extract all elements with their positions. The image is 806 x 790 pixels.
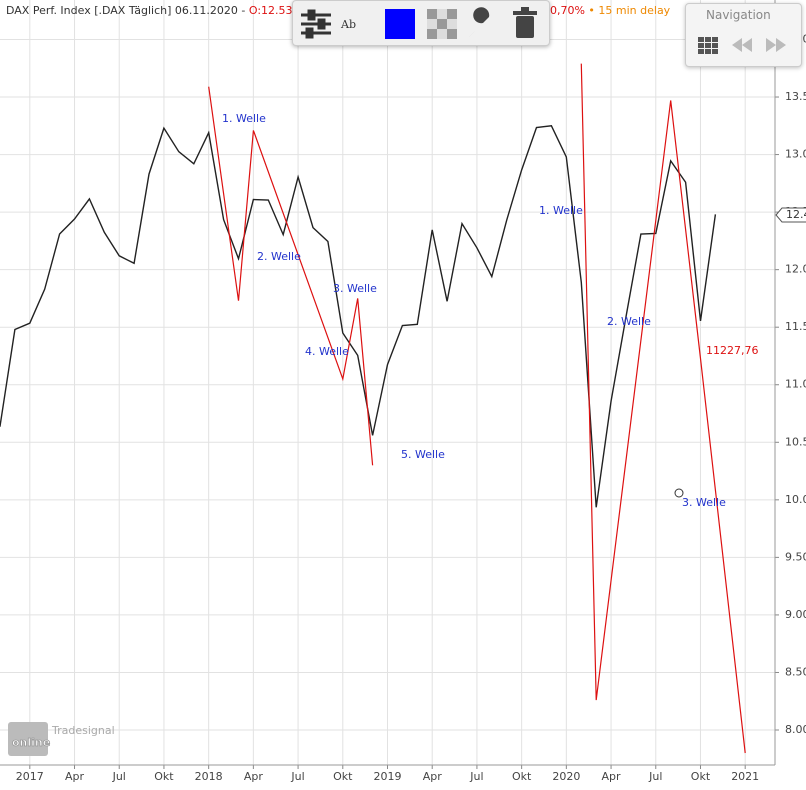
x-tick-label: 2018 xyxy=(195,770,223,783)
annotation: 3. Welle xyxy=(333,282,377,295)
grid-button[interactable] xyxy=(698,37,718,54)
change: -0,70% xyxy=(546,4,585,17)
annotation: 3. Welle xyxy=(682,496,726,509)
x-tick-label: Jul xyxy=(648,770,662,783)
x-tick-label: Apr xyxy=(244,770,264,783)
y-tick-label: 8.000 xyxy=(785,723,806,736)
y-tick-label: 10.000 xyxy=(785,493,806,506)
annotation: 4. Welle xyxy=(305,345,349,358)
annotation: 2. Welle xyxy=(257,250,301,263)
y-tick-label: 9.500 xyxy=(785,550,806,563)
forward-button[interactable] xyxy=(766,38,786,52)
x-tick-label: Okt xyxy=(333,770,353,783)
tools-button[interactable] xyxy=(469,7,490,37)
x-tick-label: Okt xyxy=(691,770,711,783)
y-tick-label: 8.500 xyxy=(785,665,806,678)
annotation: 2. Welle xyxy=(607,315,651,328)
x-tick-label: Jul xyxy=(469,770,483,783)
wave-line xyxy=(208,86,374,466)
annotation: 1. Welle xyxy=(539,204,583,217)
open-price: O:12.531, xyxy=(248,4,304,17)
x-tick-label: 2017 xyxy=(16,770,44,783)
pattern-button[interactable] xyxy=(427,9,457,39)
last-price-label: 12.4 xyxy=(786,208,806,221)
anchor-circle xyxy=(674,488,684,498)
last-price-box xyxy=(775,207,806,223)
annotation: 5. Welle xyxy=(401,448,445,461)
x-tick-label: Jul xyxy=(112,770,126,783)
price-label: 11227,76 xyxy=(706,344,759,357)
x-tick-label: Okt xyxy=(512,770,532,783)
y-tick-label: 13.500 xyxy=(785,90,806,103)
price-line xyxy=(0,125,717,508)
x-tick-label: 2020 xyxy=(552,770,580,783)
delay: • 15 min delay xyxy=(584,4,671,17)
text-tool-button[interactable]: Ab xyxy=(340,18,356,31)
navigation-panel: Navigation xyxy=(685,3,802,67)
y-tick-label: 10.500 xyxy=(785,435,806,448)
toolbar: Ab xyxy=(292,0,550,46)
y-tick-label: 12.000 xyxy=(785,263,806,276)
y-tick-label: 11.500 xyxy=(785,320,806,333)
y-tick-label: 13.000 xyxy=(785,148,806,161)
x-tick-label: Okt xyxy=(154,770,174,783)
x-tick-label: Apr xyxy=(65,770,85,783)
watermark: Tradesignal online xyxy=(8,722,115,756)
header-right: -0,70% • 15 min delay xyxy=(546,4,670,17)
header: DAX Perf. Index [.DAX Täglich] 06.11.202… xyxy=(6,4,303,17)
wave-line xyxy=(580,63,746,754)
toolbar-icons: Ab xyxy=(301,7,537,39)
annotation: 1. Welle xyxy=(222,112,266,125)
delete-button[interactable] xyxy=(513,7,537,38)
x-tick-label: Apr xyxy=(423,770,443,783)
settings-button[interactable] xyxy=(301,9,331,39)
watermark-name: online xyxy=(12,736,50,749)
instrument: DAX Perf. Index [.DAX Täglich] 06.11.202… xyxy=(6,4,249,17)
navigation-title: Navigation xyxy=(706,8,771,22)
x-tick-label: Apr xyxy=(602,770,622,783)
y-tick-label: 11.000 xyxy=(785,378,806,391)
y-tick-label: 9.000 xyxy=(785,608,806,621)
x-tick-label: Jul xyxy=(290,770,304,783)
x-tick-label: 2019 xyxy=(374,770,402,783)
navigation-icons xyxy=(698,37,786,54)
watermark-brand: Tradesignal xyxy=(51,724,115,737)
x-tick-label: 2021 xyxy=(731,770,759,783)
back-button[interactable] xyxy=(732,38,752,52)
color-button[interactable] xyxy=(385,9,415,39)
